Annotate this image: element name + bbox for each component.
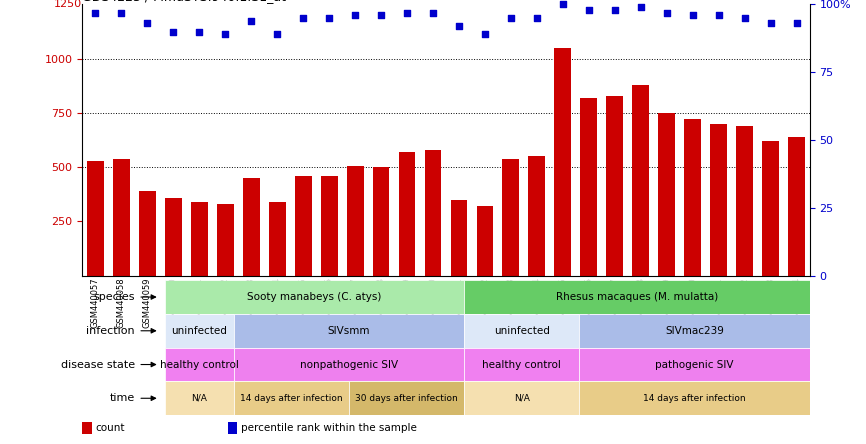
Text: healthy control: healthy control (482, 360, 561, 369)
Point (426, 9, 440, 16)
Bar (606, 95, 624, 276)
Text: Rhesus macaques (M. mulatta): Rhesus macaques (M. mulatta) (556, 292, 718, 302)
Bar (528, 156, 546, 276)
Text: nonpathogenic SIV: nonpathogenic SIV (300, 360, 398, 369)
Point (738, 15, 752, 22)
Point (790, 20, 804, 27)
Text: N/A: N/A (514, 394, 530, 403)
Bar (579, 381, 810, 415)
Bar (710, 124, 727, 276)
Bar (398, 152, 416, 276)
Bar (632, 85, 650, 276)
Point (374, 12, 388, 19)
Bar (580, 98, 598, 276)
Text: time: time (110, 393, 135, 403)
Bar (228, 422, 237, 434)
Bar (216, 204, 234, 276)
Bar (268, 202, 286, 276)
Point (608, 6, 622, 13)
Point (140, 20, 154, 27)
Text: 1250: 1250 (55, 0, 82, 9)
Point (764, 20, 778, 27)
Bar (502, 159, 520, 276)
Bar (165, 280, 464, 314)
Point (634, 4, 648, 11)
Bar (234, 348, 464, 381)
Bar (234, 314, 464, 348)
Bar (684, 119, 701, 276)
Point (114, 9, 128, 16)
Text: pathogenic SIV: pathogenic SIV (656, 360, 734, 369)
Point (270, 31, 284, 38)
Bar (736, 126, 753, 276)
Point (192, 28, 206, 35)
Point (400, 9, 414, 16)
Bar (87, 161, 104, 276)
Bar (658, 113, 675, 276)
Point (660, 9, 674, 16)
Bar (113, 159, 130, 276)
Point (712, 12, 726, 19)
Text: percentile rank within the sample: percentile rank within the sample (241, 423, 417, 433)
Point (88, 9, 102, 16)
Bar (349, 381, 464, 415)
Text: 30 days after infection: 30 days after infection (355, 394, 458, 403)
Bar (191, 202, 208, 276)
Bar (579, 314, 810, 348)
Bar (139, 191, 156, 276)
Point (530, 15, 544, 22)
Bar (372, 167, 390, 276)
Bar (762, 141, 779, 276)
Text: count: count (95, 423, 125, 433)
Text: 14 days after infection: 14 days after infection (643, 394, 746, 403)
Text: N/A: N/A (191, 394, 207, 403)
Text: disease state: disease state (61, 360, 135, 369)
Point (452, 23, 466, 30)
Point (348, 12, 362, 19)
Point (556, 1, 570, 8)
Text: 14 days after infection: 14 days after infection (240, 394, 343, 403)
Text: uninfected: uninfected (494, 326, 550, 336)
Bar (165, 348, 234, 381)
Point (166, 28, 180, 35)
Text: SIVsmm: SIVsmm (327, 326, 370, 336)
Bar (788, 137, 805, 276)
Bar (242, 178, 260, 276)
Bar (464, 280, 810, 314)
Text: SIVmac239: SIVmac239 (665, 326, 724, 336)
Bar (464, 381, 579, 415)
Bar (165, 381, 234, 415)
Point (244, 17, 258, 24)
Text: healthy control: healthy control (159, 360, 238, 369)
Bar (165, 198, 182, 276)
Bar (424, 150, 442, 276)
Text: GDS4223 / MmuSTS.940.1.S1_at: GDS4223 / MmuSTS.940.1.S1_at (82, 0, 287, 3)
Point (322, 15, 336, 22)
Text: infection: infection (87, 326, 135, 336)
Point (296, 15, 310, 22)
Bar (234, 381, 349, 415)
Bar (464, 314, 579, 348)
Text: Sooty manabeys (C. atys): Sooty manabeys (C. atys) (247, 292, 382, 302)
Bar (165, 314, 234, 348)
Bar (450, 200, 468, 276)
Bar (464, 348, 579, 381)
Text: uninfected: uninfected (171, 326, 227, 336)
Point (504, 15, 518, 22)
Point (582, 6, 596, 13)
Point (686, 12, 700, 19)
Bar (476, 206, 494, 276)
Bar (82, 422, 92, 434)
Point (218, 31, 232, 38)
Point (478, 31, 492, 38)
Bar (346, 166, 364, 276)
Bar (554, 48, 572, 276)
Bar (294, 176, 312, 276)
Text: species: species (94, 292, 135, 302)
Bar (579, 348, 810, 381)
Bar (320, 176, 338, 276)
